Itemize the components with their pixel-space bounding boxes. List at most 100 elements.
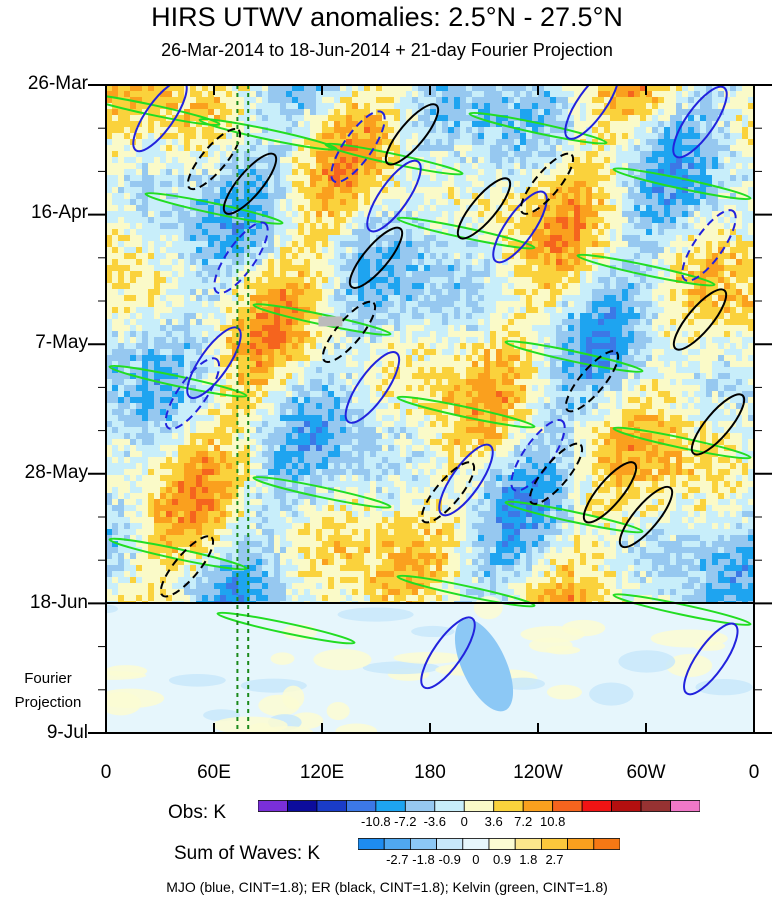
field-cell <box>364 289 371 296</box>
field-cell <box>382 109 389 116</box>
field-cell <box>334 271 341 278</box>
field-cell <box>478 187 485 194</box>
field-cell <box>322 103 329 110</box>
field-cell <box>724 313 731 320</box>
field-cell <box>190 331 197 338</box>
field-cell <box>598 337 605 344</box>
field-cell <box>292 145 299 152</box>
field-cell <box>658 91 665 98</box>
field-cell <box>628 337 635 344</box>
field-cell <box>238 109 245 116</box>
field-cell <box>472 127 479 134</box>
field-cell <box>502 85 509 92</box>
field-cell <box>364 199 371 206</box>
field-cell <box>322 301 329 308</box>
field-cell <box>652 235 659 242</box>
field-cell <box>364 133 371 140</box>
field-cell <box>268 211 275 218</box>
field-cell <box>166 253 173 260</box>
field-cell <box>610 205 617 212</box>
field-cell <box>304 313 311 320</box>
field-cell <box>160 289 167 296</box>
field-cell <box>730 265 737 272</box>
field-cell <box>538 247 545 254</box>
field-cell <box>190 253 197 260</box>
field-cell <box>538 319 545 326</box>
field-cell <box>280 127 287 134</box>
field-cell <box>424 289 431 296</box>
field-cell <box>610 307 617 314</box>
field-cell <box>154 205 161 212</box>
field-cell <box>472 313 479 320</box>
field-cell <box>268 289 275 296</box>
chart-subtitle: 26-Mar-2014 to 18-Jun-2014 + 21-day Four… <box>161 40 613 60</box>
field-cell <box>112 313 119 320</box>
field-cell <box>262 91 269 98</box>
field-cell <box>586 307 593 314</box>
field-cell <box>598 115 605 122</box>
field-cell <box>172 145 179 152</box>
field-cell <box>250 169 257 176</box>
field-cell <box>520 313 527 320</box>
field-cell <box>124 157 131 164</box>
field-cell <box>238 289 245 296</box>
field-cell <box>610 313 617 320</box>
field-cell <box>250 343 257 350</box>
field-cell <box>160 265 167 272</box>
field-cell <box>622 223 629 230</box>
field-cell <box>670 259 677 266</box>
field-cell <box>634 337 641 344</box>
field-cell <box>334 187 341 194</box>
field-cell <box>454 97 461 104</box>
field-cell <box>616 301 623 308</box>
field-cell <box>208 181 215 188</box>
field-cell <box>448 313 455 320</box>
field-cell <box>394 157 401 164</box>
field-cell <box>202 235 209 242</box>
field-cell <box>466 121 473 128</box>
field-cell <box>604 145 611 152</box>
field-cell <box>502 349 509 356</box>
field-cell <box>280 187 287 194</box>
field-cell <box>112 325 119 332</box>
field-cell <box>484 253 491 260</box>
field-cell <box>490 235 497 242</box>
field-cell <box>538 205 545 212</box>
field-cell <box>286 157 293 164</box>
field-cell <box>118 169 125 176</box>
field-cell <box>406 97 413 104</box>
field-cell <box>328 187 335 194</box>
field-cell <box>358 307 365 314</box>
field-cell <box>328 157 335 164</box>
field-cell <box>382 313 389 320</box>
field-cell <box>442 289 449 296</box>
field-cell <box>688 121 695 128</box>
field-cell <box>406 157 413 164</box>
field-cell <box>460 109 467 116</box>
field-cell <box>736 151 743 158</box>
field-cell <box>256 259 263 266</box>
field-cell <box>166 277 173 284</box>
field-cell <box>556 163 563 170</box>
field-cell <box>244 313 251 320</box>
field-cell <box>478 163 485 170</box>
field-cell <box>712 313 719 320</box>
field-cell <box>160 343 167 350</box>
field-cell <box>460 223 467 230</box>
field-cell <box>382 301 389 308</box>
field-cell <box>676 139 683 146</box>
field-cell <box>130 289 137 296</box>
field-cell <box>298 127 305 134</box>
field-cell <box>310 109 317 116</box>
field-cell <box>454 199 461 206</box>
field-cell <box>232 97 239 104</box>
field-cell <box>742 97 749 104</box>
field-cell <box>328 139 335 146</box>
field-cell <box>526 85 533 92</box>
field-cell <box>448 145 455 152</box>
field-cell <box>274 337 281 344</box>
field-cell <box>388 337 395 344</box>
field-cell <box>664 133 671 140</box>
field-cell <box>388 265 395 272</box>
field-cell <box>166 289 173 296</box>
